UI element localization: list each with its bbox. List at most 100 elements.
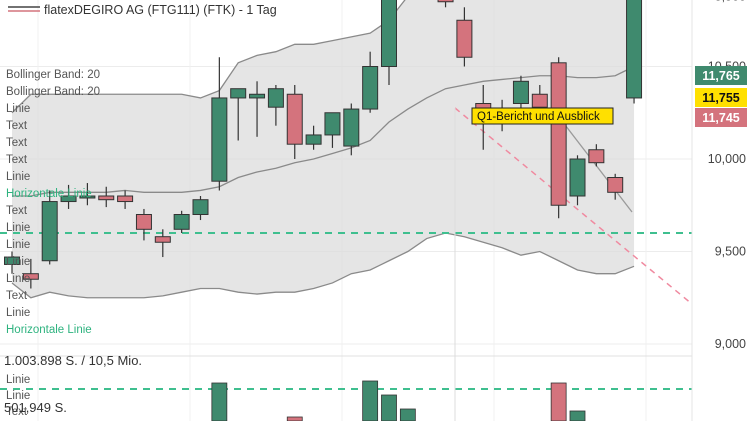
candle xyxy=(569,155,586,206)
drawing-list-item[interactable]: Linie xyxy=(6,307,30,319)
bollinger-band-fill xyxy=(12,0,635,298)
candles xyxy=(4,0,643,289)
candle-body xyxy=(607,177,624,193)
horizontal-lines xyxy=(0,232,692,390)
y-axis: 13,00012,50011,00010,50010,0009,5009,000… xyxy=(691,0,750,421)
price-label-text: 11,765 xyxy=(702,69,740,83)
candle xyxy=(305,125,322,150)
candle xyxy=(381,0,397,85)
drawing-list-item[interactable]: Text xyxy=(6,137,28,149)
candle-body xyxy=(192,199,209,215)
legend: flatexDEGIRO AG (FTG111) (FTK) - 1 Tag xyxy=(8,3,277,17)
candle xyxy=(437,0,454,8)
volume-bar xyxy=(550,382,567,421)
candle-body xyxy=(60,195,77,203)
candle-body xyxy=(531,93,548,108)
drawing-list-item[interactable]: Linie xyxy=(6,103,30,115)
bollinger-bands xyxy=(11,0,635,299)
candle-body xyxy=(98,195,115,201)
candle-body xyxy=(79,195,96,199)
candle xyxy=(626,0,643,104)
volume-bars xyxy=(211,380,586,421)
drawing-list-item[interactable]: Horizontale Linie xyxy=(6,188,92,200)
volume-legend: 1.003.898 S. / 10,5 Mio. 501,949 S. xyxy=(4,353,142,415)
volume-drawing-list-item[interactable]: Text xyxy=(6,406,28,418)
volume-bar xyxy=(362,380,379,421)
candle-body xyxy=(211,97,228,182)
volume-axis-tick-label: 8,500 xyxy=(715,0,746,4)
drawing-list-item[interactable]: Linie xyxy=(6,222,30,234)
annotation-label: Q1-Bericht und Ausblick xyxy=(477,111,600,123)
candle-body xyxy=(173,214,190,230)
drawing-list-item[interactable]: Text xyxy=(6,120,28,132)
candle-body xyxy=(267,88,284,108)
candle xyxy=(117,190,134,209)
drawing-list-item[interactable]: Text xyxy=(6,205,28,217)
candle xyxy=(286,85,303,159)
candle xyxy=(60,184,77,209)
drawing-list-item[interactable]: Bollinger Band: 20 xyxy=(6,69,100,81)
candle xyxy=(211,57,228,191)
candle-body xyxy=(569,158,586,197)
annotation-pointer-line xyxy=(561,120,633,213)
candle xyxy=(550,57,567,219)
candle xyxy=(249,81,266,137)
candle-body xyxy=(135,214,152,230)
candle xyxy=(362,51,379,113)
price-label-text: 11,755 xyxy=(702,91,740,105)
drawing-list-item[interactable]: Text xyxy=(6,154,28,166)
annotation[interactable]: Q1-Bericht und Ausblick xyxy=(471,107,614,125)
volume-drawing-list-item[interactable]: Linie xyxy=(6,374,30,386)
candle-body xyxy=(324,112,341,136)
candle-body xyxy=(117,195,134,203)
drawing-list-item[interactable]: Linie xyxy=(6,256,30,268)
bollinger-upper-line xyxy=(11,0,406,114)
candle-body xyxy=(437,0,454,3)
candle xyxy=(135,208,152,241)
candle-body xyxy=(550,62,567,206)
volume-bar xyxy=(569,410,586,421)
chart-title: flatexDEGIRO AG (FTG111) (FTK) - 1 Tag xyxy=(44,3,277,17)
volume-bar xyxy=(399,408,416,421)
drawing-list-item[interactable]: Text xyxy=(6,290,28,302)
candle-body xyxy=(154,236,171,243)
candle xyxy=(154,229,171,258)
candle-body xyxy=(362,66,379,110)
candle xyxy=(22,258,39,289)
candle xyxy=(324,112,341,148)
candle xyxy=(456,7,473,67)
volume-drawing-list-item[interactable]: Linie xyxy=(6,390,30,402)
volume-bar xyxy=(286,416,303,421)
drawing-list-item[interactable]: Horizontale Linie xyxy=(6,324,92,336)
y-axis-tick-label: 9,500 xyxy=(715,245,746,259)
candle xyxy=(192,196,209,221)
annotation-box[interactable] xyxy=(471,107,614,125)
drawing-list[interactable]: Bollinger Band: 20 Bollinger Band: 20 Lini… xyxy=(6,69,100,418)
volume-current-text: 501,949 S. xyxy=(4,400,67,415)
candle xyxy=(41,190,58,265)
price-label-tag xyxy=(695,88,747,107)
drawing-list-item[interactable]: Linie xyxy=(6,273,30,285)
candle-body xyxy=(381,0,397,67)
candle-body xyxy=(41,201,58,262)
price-label-text: 11,745 xyxy=(702,111,740,125)
candle-body xyxy=(588,149,605,164)
candle xyxy=(98,186,115,208)
candle xyxy=(230,88,247,141)
price-label-tag xyxy=(695,108,747,127)
drawing-list-item[interactable]: Linie xyxy=(6,239,30,251)
candle xyxy=(588,144,605,167)
candle xyxy=(607,173,624,200)
bollinger-middle-line xyxy=(12,65,635,197)
candle-body xyxy=(22,273,39,280)
candle xyxy=(173,210,190,233)
candle-body xyxy=(456,19,473,58)
candle-body xyxy=(343,108,360,147)
candle-body xyxy=(305,134,322,145)
drawing-list-item[interactable]: Bollinger Band: 20 xyxy=(6,86,100,98)
drawing-list-item[interactable]: Linie xyxy=(6,171,30,183)
volume-bar xyxy=(381,394,397,421)
bollinger-lower-line xyxy=(11,232,635,299)
candle-body xyxy=(286,93,303,145)
